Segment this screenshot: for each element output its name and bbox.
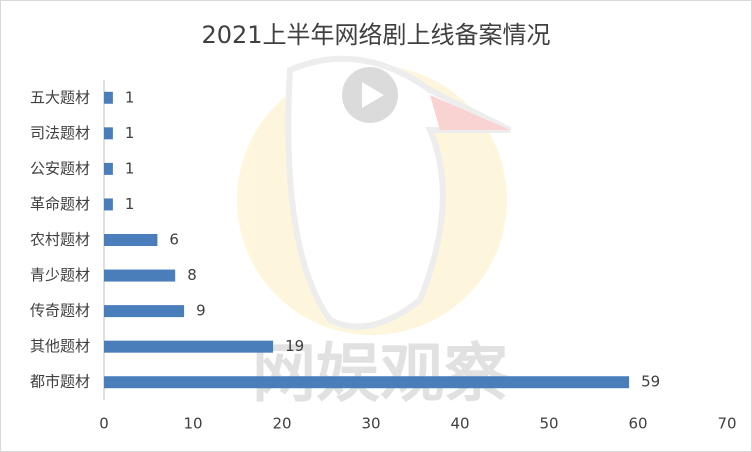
y-tick-label: 其他题材 bbox=[30, 337, 90, 355]
y-tick-label: 传奇题材 bbox=[30, 302, 90, 320]
bar bbox=[104, 376, 630, 389]
data-label: 1 bbox=[125, 124, 135, 142]
bar bbox=[104, 162, 113, 175]
data-label: 6 bbox=[169, 231, 179, 249]
watermark-text: 网娱观察 bbox=[252, 338, 508, 412]
y-tick-label: 都市题材 bbox=[30, 373, 90, 391]
x-tick-label: 30 bbox=[361, 415, 380, 433]
bar bbox=[104, 305, 185, 318]
bar bbox=[104, 127, 113, 140]
y-tick-label: 青少题材 bbox=[30, 266, 90, 284]
x-tick-label: 50 bbox=[539, 415, 558, 433]
bar bbox=[104, 269, 176, 282]
data-label: 1 bbox=[125, 88, 135, 106]
y-tick-label: 农村题材 bbox=[30, 231, 90, 249]
x-tick-label: 20 bbox=[272, 415, 291, 433]
bar bbox=[104, 234, 158, 246]
y-tick-label: 司法题材 bbox=[30, 124, 90, 142]
x-tick-label: 40 bbox=[450, 415, 469, 433]
y-tick-label: 公安题材 bbox=[30, 159, 90, 177]
bar bbox=[104, 340, 274, 353]
x-tick-label: 0 bbox=[99, 415, 109, 433]
bar bbox=[104, 198, 113, 211]
x-tick-label: 60 bbox=[628, 415, 647, 433]
x-tick-label: 10 bbox=[183, 415, 202, 433]
data-label: 9 bbox=[196, 302, 206, 320]
data-label: 1 bbox=[125, 159, 135, 177]
chart-title: 2021上半年网络剧上线备案情况 bbox=[201, 21, 550, 49]
x-tick-label: 70 bbox=[717, 415, 736, 433]
y-tick-label: 五大题材 bbox=[30, 88, 90, 106]
data-label: 8 bbox=[187, 266, 197, 284]
data-label: 59 bbox=[641, 373, 660, 391]
y-tick-label: 革命题材 bbox=[30, 195, 90, 213]
bar bbox=[104, 91, 113, 104]
data-label: 19 bbox=[285, 337, 304, 355]
logo-watermark bbox=[237, 55, 512, 335]
data-label: 1 bbox=[125, 195, 135, 213]
